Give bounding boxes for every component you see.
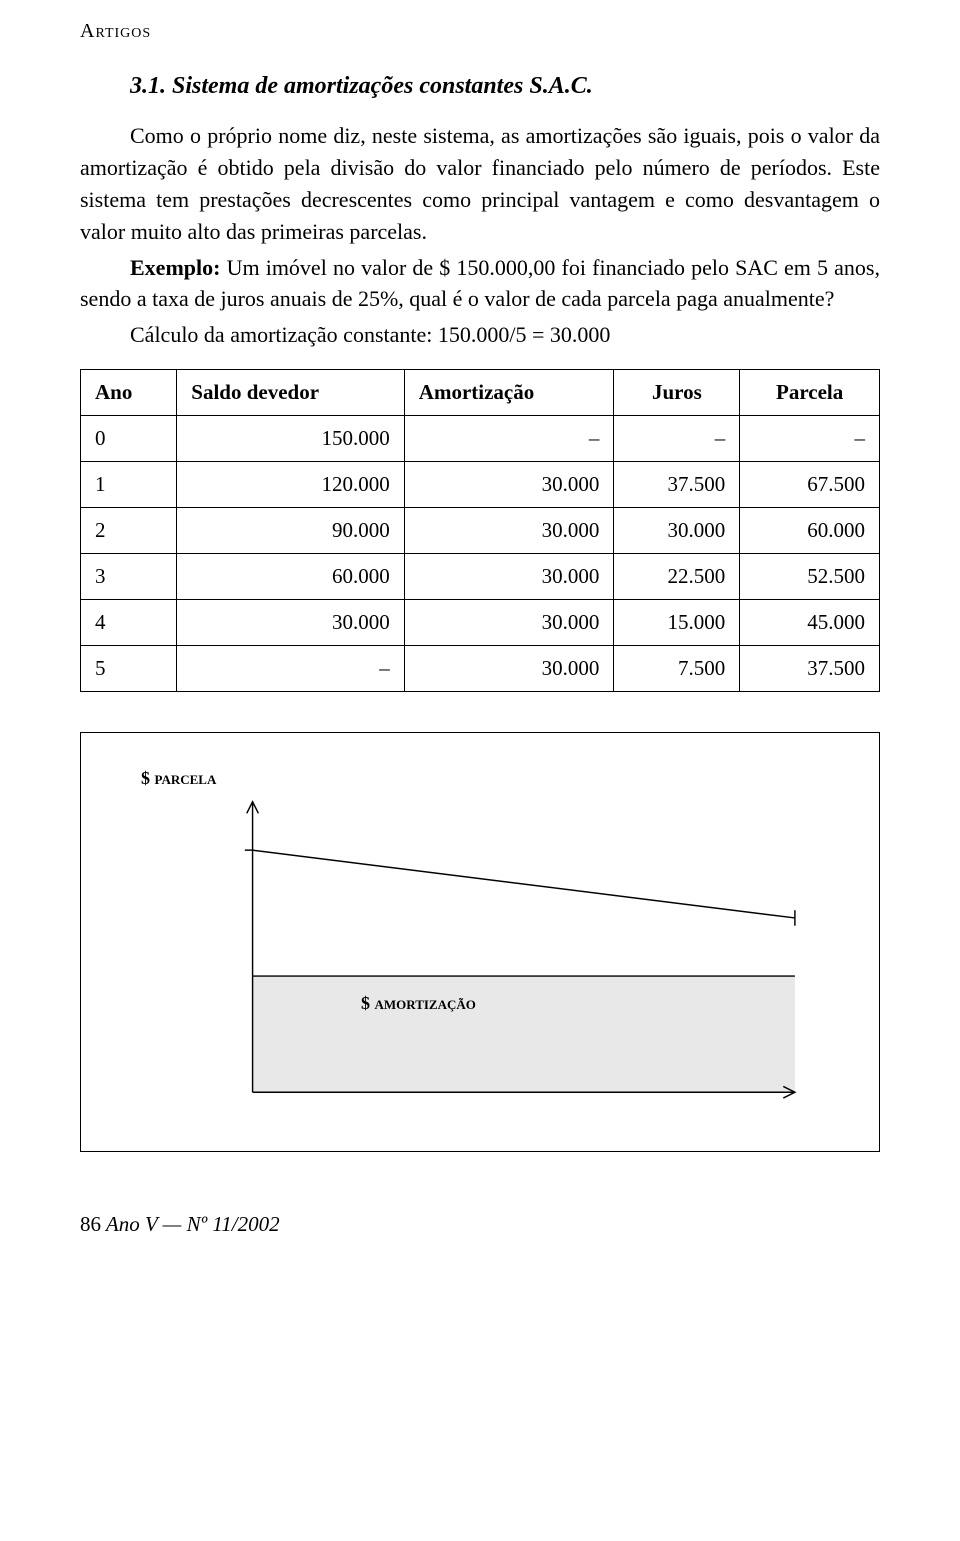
exemplo-label: Exemplo: [130,255,220,280]
table-cell: 22.500 [614,554,740,600]
amort-area [253,976,795,1092]
table-cell: 150.000 [177,416,404,462]
table-cell: 30.000 [404,554,614,600]
table-cell: 5 [81,646,177,692]
table-cell: – [614,416,740,462]
table-cell: 30.000 [404,508,614,554]
page-footer: 86 Ano V — Nº 11/2002 [80,1212,880,1237]
table-cell: 0 [81,416,177,462]
table-cell: 67.500 [740,462,880,508]
table-cell: 37.500 [614,462,740,508]
paragraph-1: Como o próprio nome diz, neste sistema, … [80,120,880,248]
section-header: Artigos [80,20,880,43]
table-cell: 30.000 [404,646,614,692]
col-amort: Amortização [404,370,614,416]
table-cell: 30.000 [404,600,614,646]
col-saldo: Saldo devedor [177,370,404,416]
parcela-line [253,850,795,918]
table-cell: 3 [81,554,177,600]
table-cell: 2 [81,508,177,554]
table-cell: 30.000 [404,462,614,508]
amortization-table: Ano Saldo devedor Amortização Juros Parc… [80,369,880,692]
table-cell: 45.000 [740,600,880,646]
table-cell: 15.000 [614,600,740,646]
table-body: 0150.000–––1120.00030.00037.50067.500290… [81,416,880,692]
col-juros: Juros [614,370,740,416]
table-header-row: Ano Saldo devedor Amortização Juros Parc… [81,370,880,416]
table-cell: 90.000 [177,508,404,554]
parcela-chart: $ parcela $ amortização [80,732,880,1152]
table-row: 360.00030.00022.50052.500 [81,554,880,600]
chart-svg [131,763,839,1131]
table-cell: 4 [81,600,177,646]
table-cell: 30.000 [614,508,740,554]
page-number: 86 [80,1212,101,1236]
footer-issue: Ano V — Nº 11/2002 [106,1212,280,1236]
table-cell: 1 [81,462,177,508]
table-cell: 120.000 [177,462,404,508]
table-cell: 37.500 [740,646,880,692]
paragraph-2: Exemplo: Um imóvel no valor de $ 150.000… [80,252,880,316]
chart-area-label: $ amortização [361,993,476,1014]
table-cell: – [404,416,614,462]
table-row: 0150.000––– [81,416,880,462]
table-cell: – [177,646,404,692]
table-row: 290.00030.00030.00060.000 [81,508,880,554]
table-cell: 30.000 [177,600,404,646]
section-title: 3.1. Sistema de amortizações constantes … [80,73,880,100]
table-cell: 7.500 [614,646,740,692]
col-parcela: Parcela [740,370,880,416]
table-cell: – [740,416,880,462]
table-cell: 52.500 [740,554,880,600]
col-ano: Ano [81,370,177,416]
chart-y-axis-label: $ parcela [141,768,216,789]
table-row: 430.00030.00015.00045.000 [81,600,880,646]
table-row: 1120.00030.00037.50067.500 [81,462,880,508]
paragraph-3: Cálculo da amortização constante: 150.00… [80,319,880,351]
table-cell: 60.000 [740,508,880,554]
table-cell: 60.000 [177,554,404,600]
table-row: 5–30.0007.50037.500 [81,646,880,692]
